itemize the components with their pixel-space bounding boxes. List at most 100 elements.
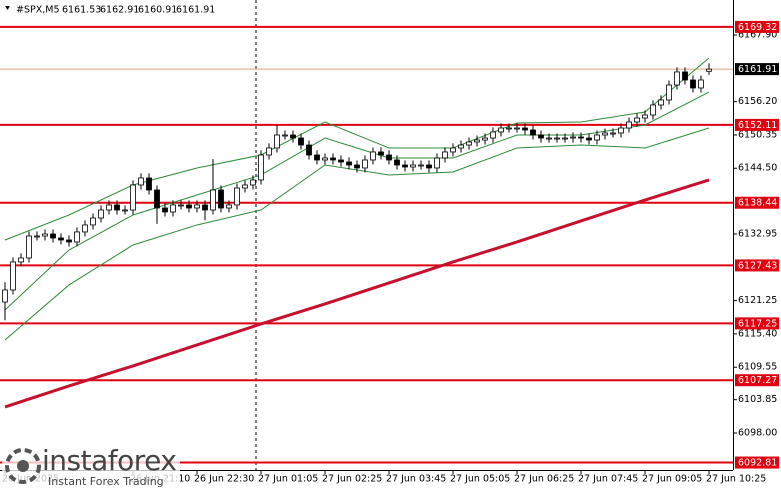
candle-body [74,231,80,243]
level-label: 6117.25 [738,318,777,329]
header-open: 6161.53 [62,5,101,16]
current-price-box [735,63,779,76]
candle-body [138,177,144,186]
x-tick-label: 27 Jun 09:05 [642,474,702,485]
candle-body [290,134,296,139]
candle-body [226,204,232,209]
candle-body [66,239,72,243]
candle-body [90,217,96,226]
level-label: 6152.11 [738,120,777,131]
candle-body [410,164,416,168]
x-tick-label: 27 Jun 03:45 [386,474,446,485]
level-label-box [735,20,779,33]
candle-body [442,151,448,159]
x-tick-label: 27 Jun 01:05 [258,474,318,485]
candle-body [58,237,64,241]
candle-body [586,137,592,141]
level-label-box [735,259,779,272]
candle-body [378,151,384,156]
level-label-box [735,317,779,330]
candle-body [474,139,480,143]
header-close: 6161.91 [176,5,215,16]
candle-body [698,79,704,89]
candle-body [42,233,48,237]
candle-body [538,134,544,139]
candle-body [106,204,112,211]
candle-body [394,159,400,166]
candle-body [610,132,616,135]
symbol: #SPX,M5 [16,5,60,16]
candle-body [642,114,648,119]
candle-body [554,137,560,140]
y-tick-label: 6144.50 [738,163,777,174]
candle-body [506,127,512,130]
candle-body [578,136,584,139]
candle-body [674,71,680,86]
candle-body [482,137,488,141]
candle-body [82,224,88,233]
candle-body [386,154,392,161]
header-icon [5,6,10,10]
candle-body [194,204,200,209]
candle-body [658,99,664,106]
logo-tagline: Instant Forex Trading [48,475,164,488]
candle-body [458,144,464,149]
candle-body [50,233,56,239]
y-tick-label: 6150.35 [738,129,777,140]
y-tick-label: 6121.25 [738,295,777,306]
candle-body [146,177,152,191]
candle-body [170,204,176,213]
candle-body [10,261,16,291]
current-price-label: 6161.91 [738,64,777,75]
candle-body [370,151,376,161]
level-label: 6169.32 [738,22,777,33]
candle-body [218,189,224,209]
y-tick-label: 6167.90 [738,30,777,41]
level-label-box [735,196,779,209]
candle-body [18,257,24,263]
candle-body [210,189,216,211]
candle-body [466,141,472,146]
candle-body [330,157,336,161]
candle-body [114,204,120,211]
candle-body [122,209,128,212]
header-high: 6162.91 [100,5,139,16]
x-tick-label: 27 Jun 05:05 [450,474,510,485]
y-tick-label: 6109.55 [738,362,777,373]
candle-body [618,127,624,134]
candle-body [690,79,696,89]
candle-body [418,164,424,167]
x-tick-label: 26 Jun 22:30 [194,474,254,485]
candle-body [490,131,496,139]
candle-body [522,127,528,131]
level-label: 6107.27 [738,375,777,386]
candle-body [626,121,632,129]
x-tick-label: 27 Jun 06:25 [514,474,574,485]
candle-body [314,154,320,161]
y-tick-label: 6103.85 [738,394,777,405]
logo: instaforex Instant Forex Trading [2,444,180,488]
y-tick-label: 6156.20 [738,96,777,107]
candle-body [682,71,688,81]
y-tick-label: 6132.95 [738,229,777,240]
x-tick-label: 27 Jun 07:45 [578,474,638,485]
level-label: 6127.43 [738,260,777,271]
candle-body [514,127,520,130]
candle-body [338,159,344,163]
candle-body [154,189,160,209]
candle-body [162,207,168,213]
candle-body [650,104,656,116]
candle-body [562,137,568,140]
candle-body [178,204,184,207]
candle-body [498,127,504,133]
candle-body [274,134,280,149]
y-tick-label: 6098.00 [738,427,777,438]
candle-body [322,157,328,161]
candle-body [706,68,712,72]
candle-body [434,157,440,169]
logo-brand: instaforex [42,444,177,477]
header-low: 6160.91 [138,5,177,16]
level-label: 6092.81 [738,458,777,469]
